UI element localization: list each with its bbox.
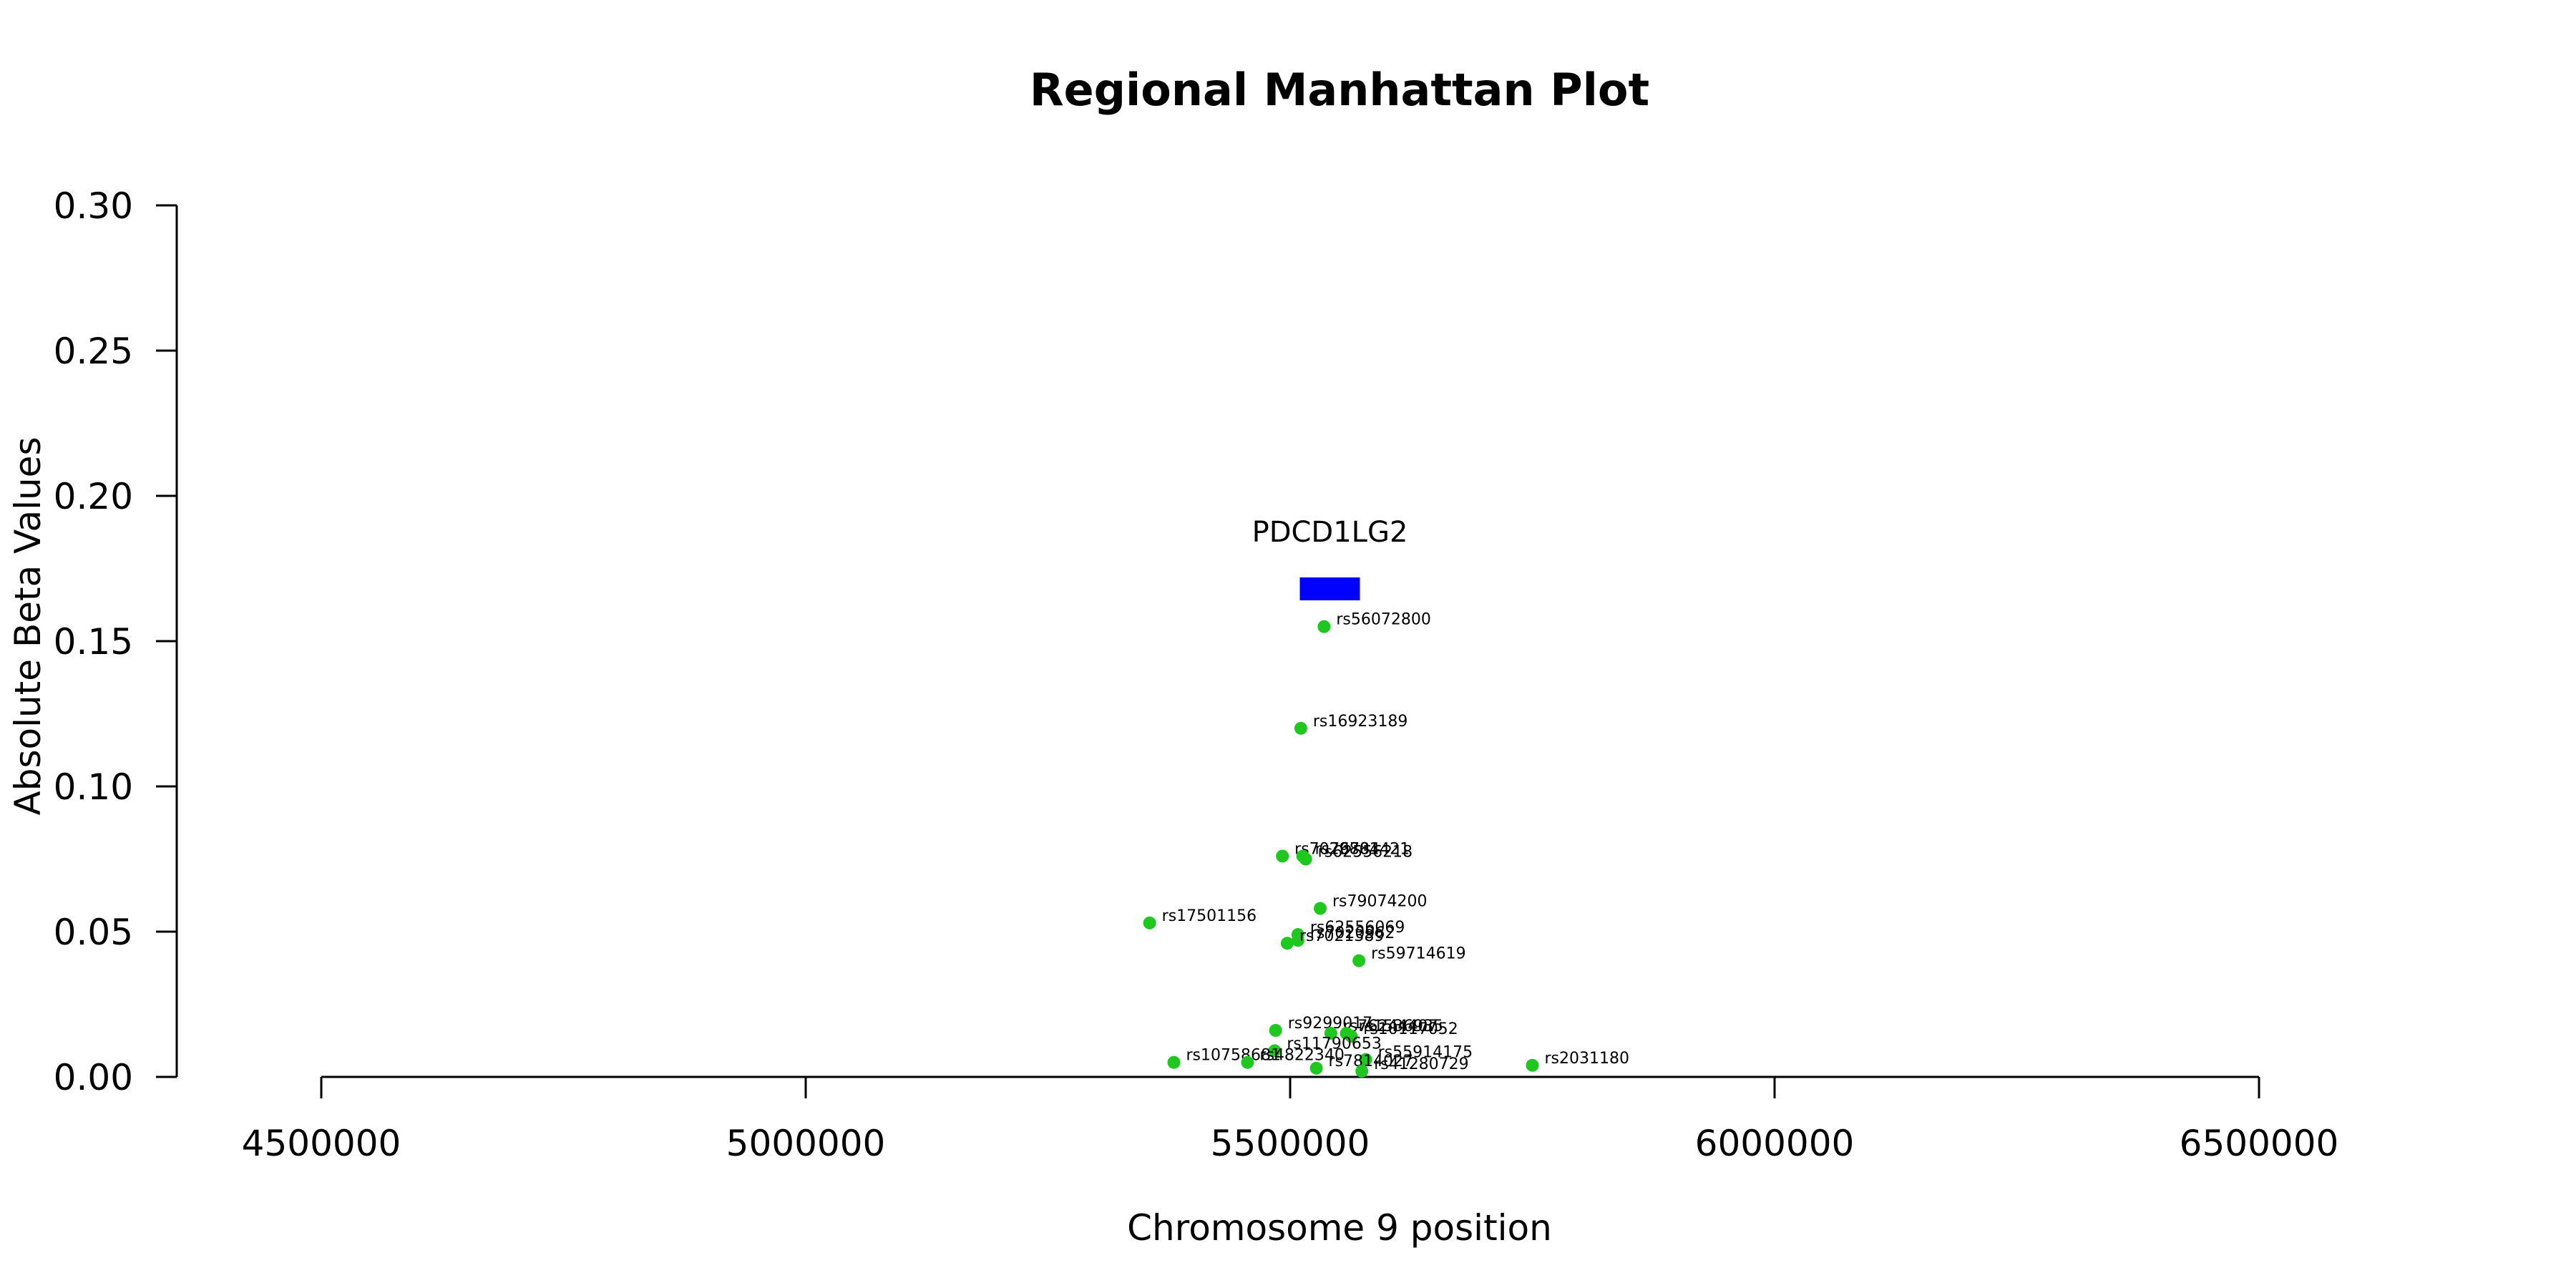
- snp-label: rs11790653: [1287, 1035, 1381, 1053]
- x-tick-label: 4500000: [242, 1123, 401, 1164]
- snp-point: [1241, 1055, 1254, 1069]
- snp-label: rs62556218: [1318, 844, 1413, 862]
- y-axis-label: Absolute Beta Values: [7, 437, 49, 816]
- snp-point: [1324, 1027, 1337, 1040]
- snp-point: [1143, 916, 1156, 930]
- snp-label: rs62556069: [1310, 919, 1405, 937]
- gene-label: PDCD1LG2: [1252, 516, 1408, 549]
- y-axis: 0.00 0.05 0.10 0.15 0.20 0.25 0.30: [54, 185, 178, 1098]
- snp-label: rs7021389: [1299, 927, 1385, 945]
- x-tick-label: 5500000: [1211, 1123, 1370, 1164]
- snp-label: rs41280729: [1374, 1055, 1468, 1073]
- snp-label: rs4822340: [1259, 1047, 1345, 1065]
- x-axis-label: Chromosome 9 position: [1127, 1207, 1552, 1249]
- snp-label: rs7020962: [1310, 924, 1395, 942]
- snp-point: [1299, 852, 1312, 866]
- snp-points: rs56072800rs16923189rs7029801rs76784421r…: [1143, 611, 1629, 1078]
- y-tick-label: 0.00: [54, 1057, 133, 1098]
- x-tick-label: 6500000: [2180, 1123, 2339, 1164]
- x-tick-label: 5000000: [726, 1123, 886, 1164]
- snp-label: rs55914175: [1378, 1044, 1473, 1062]
- x-tick-label: 6000000: [1695, 1123, 1855, 1164]
- snp-point: [1291, 934, 1304, 947]
- y-tick-label: 0.10: [54, 766, 133, 808]
- y-tick-label: 0.05: [54, 912, 133, 953]
- snp-label: rs10758681: [1186, 1047, 1281, 1065]
- x-axis: 4500000 5000000 5500000 6000000 6500000: [242, 1075, 2339, 1164]
- snp-point: [1345, 1030, 1358, 1043]
- snp-point: [1269, 1024, 1282, 1038]
- snp-point: [1317, 620, 1331, 633]
- snp-point: [1309, 1061, 1323, 1075]
- snp-point: [1276, 849, 1289, 863]
- snp-point: [1280, 937, 1294, 950]
- snp-point: [1167, 1055, 1181, 1069]
- y-tick-label: 0.30: [54, 185, 133, 227]
- snp-label: rs10117052: [1363, 1020, 1458, 1038]
- snp-label: rs56072800: [1336, 611, 1430, 629]
- snp-point: [1359, 1053, 1372, 1066]
- snp-label: rs2031180: [1545, 1050, 1630, 1068]
- snp-point: [1526, 1058, 1539, 1072]
- gene-bar: [1299, 577, 1360, 600]
- gene-annotation: PDCD1LG2: [1252, 516, 1408, 600]
- snp-point: [1355, 1064, 1369, 1078]
- snp-label: rs76244407: [1343, 1018, 1438, 1035]
- y-tick-label: 0.20: [54, 476, 133, 517]
- snp-point: [1268, 1044, 1282, 1058]
- snp-point: [1313, 902, 1327, 915]
- snp-label: rs17501156: [1162, 907, 1257, 925]
- chart-title: Regional Manhattan Plot: [1030, 64, 1649, 116]
- snp-label: rs76784421: [1315, 840, 1410, 858]
- snp-point: [1294, 721, 1307, 735]
- y-tick-label: 0.25: [54, 331, 133, 372]
- snp-label: rs16923189: [1313, 713, 1407, 731]
- snp-label: rs1536935: [1359, 1018, 1444, 1035]
- snp-point: [1352, 954, 1366, 967]
- snp-label: rs79074200: [1332, 893, 1427, 911]
- snp-label: rs59714619: [1371, 945, 1465, 963]
- snp-label: rs7814027: [1329, 1053, 1414, 1070]
- y-tick-label: 0.15: [54, 621, 133, 663]
